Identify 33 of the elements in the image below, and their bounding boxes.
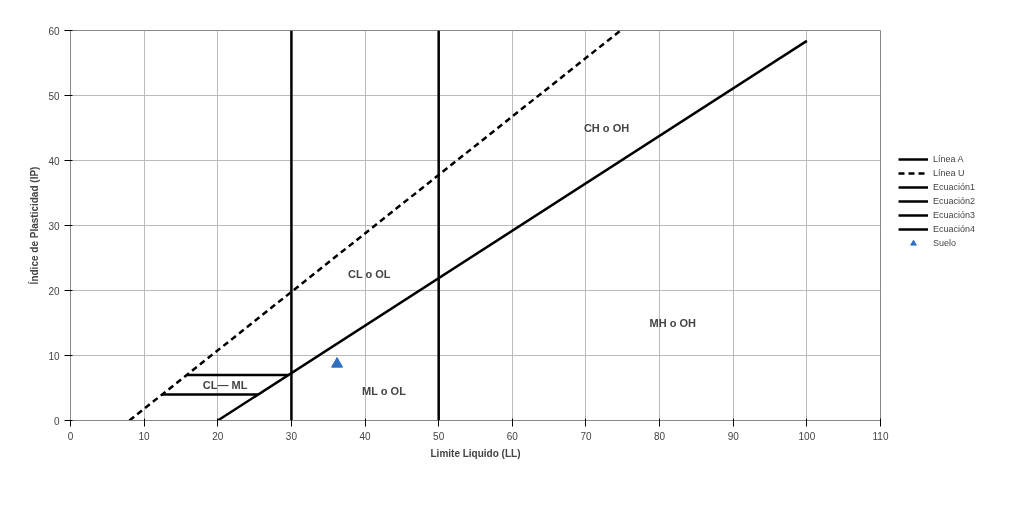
legend-label: Ecuación3 [933, 209, 976, 222]
x-axis-title: Limite Liquido (LL) [430, 447, 521, 459]
annotation: CH o OH [583, 122, 630, 134]
y-tick-label: 20 [48, 285, 60, 297]
annotation: ML o OL [362, 385, 407, 398]
x-tick-label: 50 [433, 430, 445, 442]
annotation: MH o OH [649, 317, 697, 329]
y-tick-label: 30 [48, 220, 60, 232]
legend-label: Suelo [933, 237, 957, 250]
annotation: CL o OL [347, 268, 391, 281]
x-tick-label: 20 [212, 430, 224, 442]
legend-label: Línea A [933, 153, 964, 166]
y-tick-label: 40 [48, 155, 60, 167]
x-tick-label: 40 [359, 430, 372, 442]
y-tick-label: 60 [48, 25, 60, 37]
y-tick-label: 10 [48, 350, 60, 362]
y-axis-title: Índice de Plasticidad (IP) [28, 166, 41, 285]
x-tick-label: 70 [580, 430, 592, 442]
x-tick-label: 80 [654, 430, 666, 442]
x-tick-label: 30 [285, 430, 298, 442]
legend-label: Ecuación4 [933, 223, 976, 236]
x-tick-label: 60 [506, 430, 519, 442]
x-tick-label: 100 [798, 430, 816, 442]
x-tick-label: 0 [67, 430, 74, 442]
annotation: CL— ML [202, 378, 248, 391]
x-tick-label: 90 [727, 430, 740, 442]
x-tick-label: 110 [872, 430, 889, 442]
y-tick-label: 0 [53, 415, 60, 427]
legend-label: Ecuación2 [933, 195, 976, 208]
y-tick-label: 50 [48, 90, 60, 102]
legend-label: Ecuación1 [933, 181, 976, 194]
x-tick-label: 10 [138, 430, 151, 442]
legend-label: Línea U [933, 167, 965, 180]
